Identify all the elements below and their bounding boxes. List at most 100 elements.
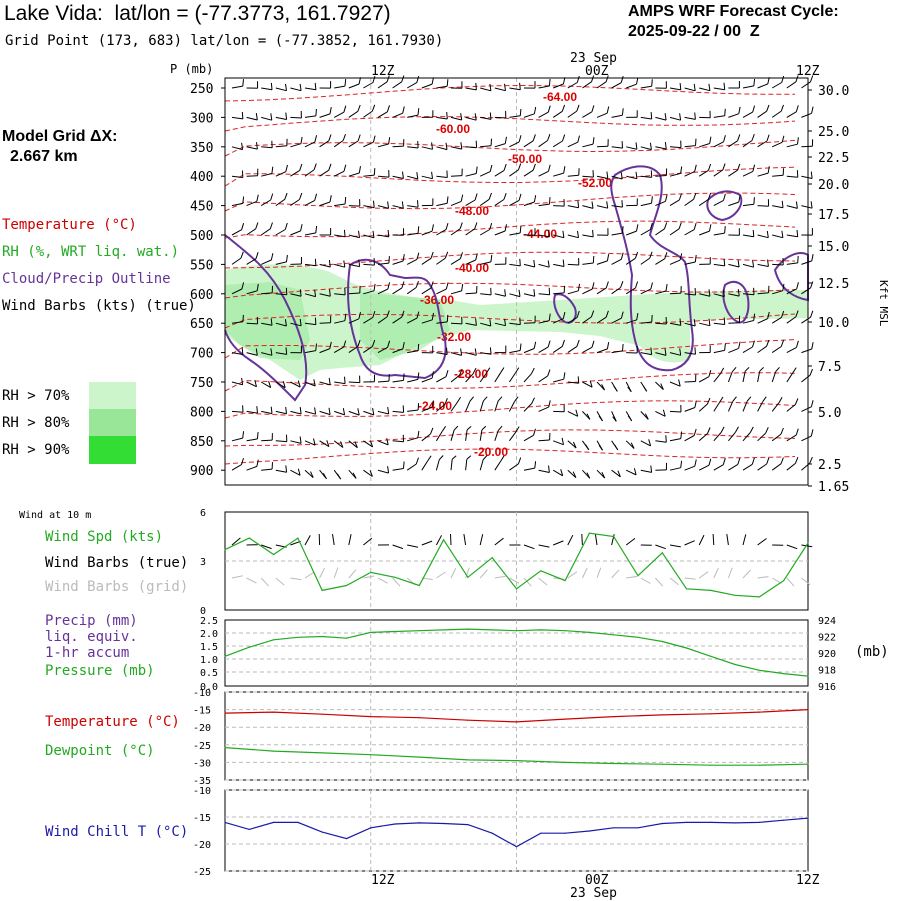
- wind-barb-flag: [563, 135, 565, 141]
- wind-barb-flag: [417, 76, 419, 83]
- wind-barb-shaft: [363, 175, 374, 176]
- wind-barb-shaft: [582, 235, 593, 237]
- wind-barb-shaft: [393, 82, 402, 88]
- wind-barb-flag: [442, 426, 445, 431]
- wind-barb-flag: [665, 113, 666, 120]
- wind-barb-flag: [739, 342, 741, 349]
- pressure-tick-label: 850: [190, 435, 213, 450]
- wind-barb-shaft: [714, 402, 720, 411]
- wind-barb-shaft: [232, 465, 242, 471]
- wind-chill-line-point: [297, 822, 298, 823]
- wind-barb-flag: [315, 135, 317, 142]
- wind-barb-shaft: [582, 263, 593, 264]
- pressure-tick-label: 500: [190, 229, 213, 244]
- wind-barb-shaft: [422, 176, 433, 179]
- wind-barb-flag: [550, 197, 551, 204]
- wind-barb-flag: [724, 135, 726, 142]
- wind-barb-shaft: [232, 86, 243, 88]
- surface-wind-barb: [670, 545, 681, 547]
- wind-barb-shaft: [436, 117, 447, 119]
- wind-barb-shaft: [349, 111, 358, 117]
- wind-barb-flag: [607, 254, 608, 261]
- height-tick-label: 5.0: [818, 406, 841, 421]
- wind-barb-flag: [767, 105, 769, 111]
- surface-wind-barb-grid: [626, 576, 637, 578]
- wind-chill-line-point: [322, 832, 323, 833]
- wind-barb-shaft: [276, 172, 286, 177]
- wind-barb-flag: [681, 461, 682, 468]
- wind-barb-flag: [710, 224, 711, 231]
- wind-barb-flag: [666, 435, 667, 442]
- wind-barb-shaft: [539, 376, 548, 382]
- wind-barb-shaft: [787, 82, 796, 88]
- wind-barb-shaft: [553, 206, 564, 207]
- wind-barb-shaft: [758, 464, 767, 470]
- wind-barb-flag: [460, 223, 462, 229]
- wind-barb-flag: [643, 386, 646, 391]
- wind-barb-flag: [475, 348, 476, 355]
- wind-barb-flag: [418, 108, 419, 115]
- wind-barb-flag: [388, 202, 389, 209]
- wind-barb-flag: [723, 164, 725, 170]
- wind-barb-shaft: [641, 147, 652, 150]
- wind-barb-shaft: [320, 141, 329, 147]
- wind-barb-shaft: [801, 375, 810, 382]
- wind-barb-flag: [724, 259, 725, 266]
- pressure-line-point: [492, 629, 493, 630]
- pressure-tick-label: 350: [190, 141, 213, 156]
- wind-barb-flag: [498, 397, 502, 401]
- wind-barb-flag: [681, 432, 682, 439]
- wind-barb-shaft: [349, 141, 358, 147]
- wind-barb-shaft: [509, 233, 520, 235]
- wind-barb-flag: [549, 230, 550, 237]
- wind-barb-flag: [562, 340, 564, 346]
- wind-barb-shaft: [568, 111, 577, 117]
- wind-barb-flag: [315, 318, 316, 325]
- wind-barb-shaft: [641, 117, 652, 119]
- wind-barb-flag: [505, 84, 506, 91]
- wind-barb-shaft: [393, 176, 404, 178]
- wind-barb-flag: [316, 344, 317, 351]
- wind-barb-flag: [781, 105, 783, 111]
- wind-barb-flag: [439, 456, 443, 460]
- surface-wind-barb-grid: [334, 568, 338, 578]
- wind-barb-shaft: [539, 347, 549, 353]
- wind-barb-shaft: [393, 441, 404, 442]
- wind-barb-flag: [694, 429, 696, 436]
- wind-barb-shaft: [393, 380, 404, 382]
- wind-barb-flag: [652, 315, 653, 322]
- series-dewpoint-point: [662, 764, 663, 765]
- wind-barb-flag: [330, 195, 331, 202]
- wind-barb-shaft: [758, 173, 769, 176]
- wind-barb-shaft: [787, 235, 798, 237]
- wind-barb-shaft: [393, 206, 404, 209]
- wind-barb-flag: [724, 318, 725, 325]
- wind-barb-shaft: [670, 229, 679, 235]
- wind-barb-flag: [257, 195, 259, 202]
- wind-barb-flag: [432, 172, 433, 179]
- wind-barb-shaft: [612, 233, 623, 235]
- wind-barb-flag: [498, 426, 502, 430]
- wind-barb-shaft: [685, 146, 696, 147]
- wind-barb-shaft: [320, 114, 330, 118]
- wind-barb-flag: [344, 106, 346, 113]
- wind-barb-flag: [359, 231, 360, 238]
- wind-barb-shaft: [787, 206, 798, 209]
- wind-barb-shaft: [290, 411, 301, 414]
- wind-barb-flag: [592, 105, 594, 111]
- wind-barb-flag: [489, 193, 491, 199]
- wind-barb-flag: [432, 142, 433, 149]
- wind-chill-line-point: [419, 822, 420, 823]
- height-tick-label: 20.0: [818, 178, 849, 193]
- wind-barb-flag: [666, 284, 667, 291]
- wind-barb-flag: [723, 458, 725, 465]
- wind-barb-shaft: [787, 144, 798, 147]
- surface-wind-barb-grid: [261, 578, 268, 586]
- wind-barb-shaft: [699, 144, 710, 147]
- wind-barb-shaft: [524, 114, 534, 118]
- wind-barb-shaft: [334, 382, 345, 384]
- wind-barb-shaft: [232, 258, 241, 264]
- temp-tick-label: -20: [193, 723, 211, 734]
- isotherm-label: -48.00: [455, 204, 489, 218]
- surface-wind-barb: [333, 534, 335, 545]
